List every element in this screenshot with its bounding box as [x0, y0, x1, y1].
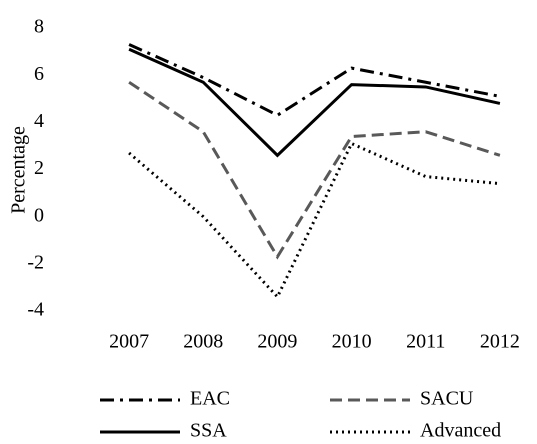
x-tick-label: 2009 — [257, 331, 297, 353]
y-tick-label: 8 — [34, 16, 44, 38]
y-tick-label: 0 — [34, 204, 44, 226]
y-tick-label: 2 — [34, 157, 44, 179]
y-tick-label: -4 — [27, 299, 44, 321]
legend-label: Advanced — [420, 420, 501, 442]
series-line — [128, 47, 501, 158]
y-axis-label: Percentage — [8, 126, 30, 214]
legend-label: SACU — [420, 388, 474, 410]
series-line — [128, 43, 501, 117]
y-tick-label: 6 — [34, 63, 44, 85]
series-line — [128, 80, 501, 260]
x-tick-label: 2007 — [109, 331, 149, 353]
legend-label: SSA — [190, 420, 227, 442]
legend-label: EAC — [190, 388, 230, 410]
x-tick-label: 2012 — [480, 331, 520, 353]
y-tick-label: -2 — [27, 251, 44, 273]
y-tick-label: 4 — [34, 110, 44, 132]
x-tick-label: 2008 — [183, 331, 223, 353]
x-tick-label: 2010 — [332, 331, 372, 353]
x-tick-label: 2011 — [406, 331, 445, 353]
series-line — [128, 141, 501, 300]
